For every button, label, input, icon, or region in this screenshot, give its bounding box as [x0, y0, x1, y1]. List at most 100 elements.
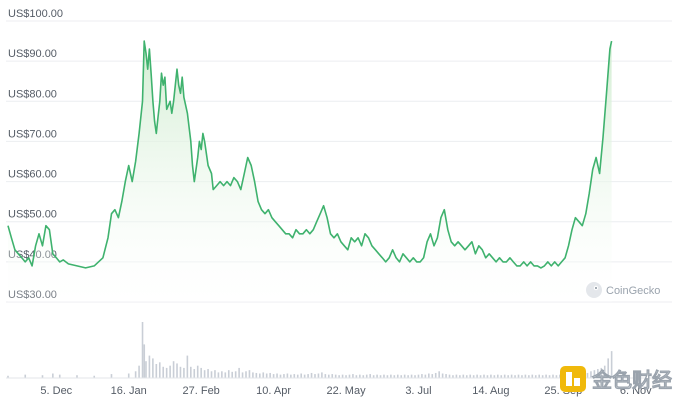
volume-bar	[314, 374, 316, 378]
volume-bar	[334, 374, 337, 378]
volume-bar	[541, 375, 544, 378]
volume-bar	[538, 374, 540, 378]
y-axis: US$100.00 US$90.00 US$80.00 US$70.00 US$60.0…	[8, 8, 63, 301]
volume-bar	[245, 371, 247, 378]
volume-bar	[162, 366, 165, 378]
volume-bar	[386, 375, 389, 378]
volume-bar	[307, 374, 309, 378]
volume-bar	[24, 374, 27, 378]
y-tick-label: US$80.00	[8, 88, 57, 100]
volume-bar	[590, 371, 592, 378]
volume-bar	[327, 374, 330, 378]
volume-bar	[414, 375, 416, 378]
volume-bar	[283, 374, 285, 378]
y-tick-label: US$100.00	[8, 8, 63, 20]
volume-bar	[514, 375, 516, 378]
volume-bar	[548, 375, 551, 378]
volume-bar	[410, 374, 413, 378]
volume-bar	[517, 374, 520, 378]
volume-bar	[262, 372, 265, 378]
volume-bar	[265, 373, 268, 378]
volume-bar	[586, 372, 589, 378]
volume-bar	[186, 355, 189, 378]
volume-bar	[417, 374, 420, 378]
volume-bar	[431, 374, 434, 378]
volume-bar	[345, 375, 347, 378]
volume-bar	[210, 371, 213, 378]
volume-bar	[193, 369, 196, 378]
x-tick-label: 6. Nov	[620, 385, 652, 397]
volume-bar	[290, 374, 292, 378]
volume-bar	[372, 375, 375, 378]
x-tick-label: 22. May	[326, 385, 366, 397]
volume-bar	[434, 372, 437, 378]
volume-bar	[455, 374, 458, 378]
volume-bar	[286, 373, 289, 378]
x-tick-label: 3. Jul	[405, 385, 431, 397]
volume-bar	[362, 375, 365, 378]
volume-bar	[255, 372, 258, 378]
volume-bar	[143, 344, 146, 378]
volume-bar	[231, 371, 234, 378]
volume-bar	[486, 375, 489, 378]
volume-bar	[352, 374, 354, 378]
volume-bar	[234, 371, 237, 378]
volume-bar	[445, 374, 447, 378]
volume-bar	[141, 322, 144, 378]
volume-bar	[279, 374, 282, 378]
volume-bar	[593, 370, 596, 378]
x-tick-label: 16. Jan	[111, 385, 147, 397]
volume-bar	[110, 374, 113, 378]
volume-bar	[293, 374, 296, 378]
volume-bar	[252, 372, 254, 378]
coingecko-label: CoinGecko	[606, 285, 660, 297]
volume-bar	[176, 363, 178, 378]
volume-bar	[476, 374, 478, 378]
volume-bar	[303, 374, 306, 378]
volume-bar	[145, 361, 147, 378]
volume-bar	[490, 374, 492, 378]
jinse-logo-icon	[560, 366, 586, 392]
coingecko-watermark: CoinGecko	[584, 280, 662, 300]
volume-bar	[341, 374, 344, 378]
volume-bar	[393, 375, 396, 378]
volume-bar	[424, 374, 427, 378]
x-tick-label: 14. Aug	[472, 385, 509, 397]
volume-bar	[169, 365, 171, 378]
volume-bar	[58, 374, 61, 378]
volume-bar	[348, 374, 351, 378]
volume-bar	[158, 362, 161, 378]
volume-bar	[317, 373, 320, 378]
volume-bars	[6, 322, 672, 379]
volume-bar	[545, 374, 547, 378]
volume-bar	[376, 374, 378, 378]
volume-bar	[600, 367, 603, 378]
volume-bar	[507, 375, 509, 378]
x-tick-label: 10. Apr	[256, 385, 291, 397]
volume-bar	[531, 374, 534, 378]
volume-bar	[365, 374, 368, 378]
volume-bar	[524, 374, 527, 378]
volume-bar	[441, 373, 444, 378]
volume-bar	[493, 375, 496, 378]
volume-bar	[214, 370, 216, 378]
volume-bar	[421, 374, 423, 378]
volume-bar	[241, 372, 244, 378]
volume-bar	[76, 375, 78, 378]
x-tick-label: 27. Feb	[183, 385, 220, 397]
volume-bar	[41, 375, 44, 378]
volume-bar	[203, 370, 206, 378]
volume-bar	[93, 375, 96, 378]
volume-bar	[272, 374, 275, 378]
volume-bar	[310, 372, 313, 378]
jinse-watermark: 金色财经	[560, 366, 672, 392]
volume-bar	[438, 371, 440, 378]
volume-bar	[165, 367, 168, 378]
volume-bar	[359, 374, 361, 378]
volume-bar	[172, 361, 175, 378]
volume-bar	[448, 374, 451, 378]
volume-bar	[559, 374, 561, 378]
volume-bar	[259, 373, 261, 378]
volume-bar	[597, 369, 599, 378]
